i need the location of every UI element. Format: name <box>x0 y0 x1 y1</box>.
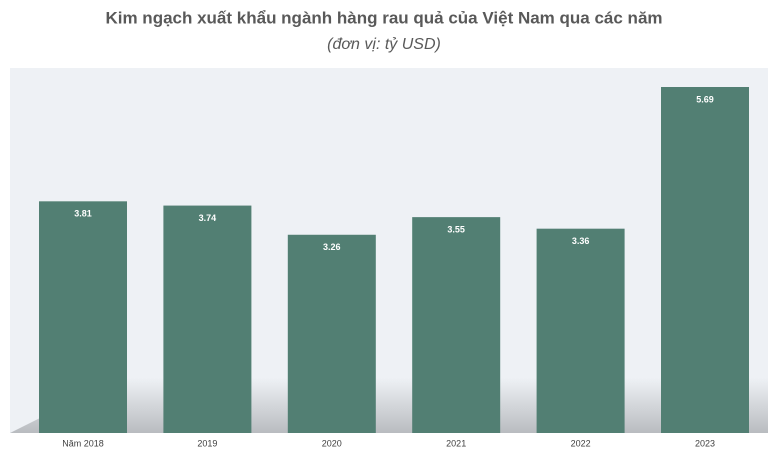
x-tick-label: 2022 <box>571 438 591 448</box>
x-tick-label: 2020 <box>322 438 342 448</box>
bar <box>412 217 501 433</box>
data-label: 3.36 <box>572 236 590 246</box>
chart-title: Kim ngạch xuất khẩu ngành hàng rau quả c… <box>105 8 662 27</box>
x-tick-label: 2021 <box>446 438 466 448</box>
data-label: 3.74 <box>199 213 217 223</box>
x-tick-label: Năm 2018 <box>62 438 104 448</box>
bar <box>39 201 127 433</box>
data-label: 5.69 <box>696 94 714 104</box>
x-tick-label: 2023 <box>695 438 715 448</box>
data-label: 3.55 <box>447 225 465 235</box>
bar <box>536 228 625 433</box>
data-label: 3.26 <box>323 242 341 252</box>
x-tick-label: 2019 <box>197 438 217 448</box>
bar <box>287 234 376 433</box>
bar <box>661 87 749 433</box>
bar <box>163 205 252 433</box>
plot-area <box>10 68 768 433</box>
data-label: 3.81 <box>74 209 92 219</box>
chart-subtitle: (đơn vị: tỷ USD) <box>327 36 441 53</box>
